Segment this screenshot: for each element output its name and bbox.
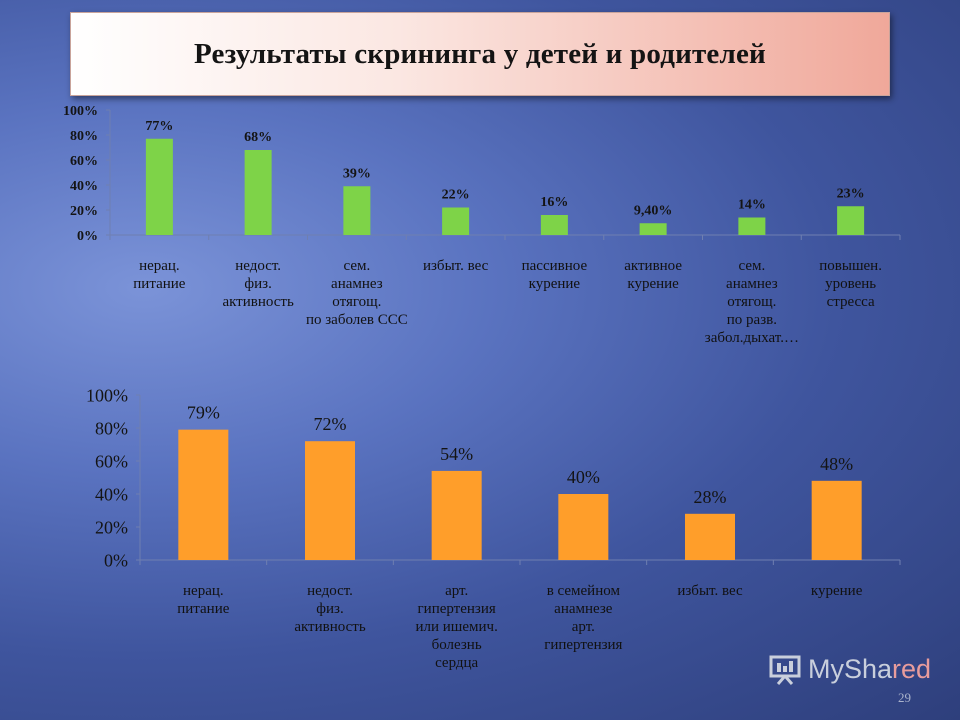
data-label: 14% xyxy=(738,198,766,213)
bar xyxy=(442,207,470,235)
data-label: 9,40% xyxy=(634,203,673,218)
bar xyxy=(431,470,482,560)
bar xyxy=(244,150,272,235)
y-tick-label: 20% xyxy=(95,517,128,537)
category-label: сем. анамнез отягощ. по заболев ССС xyxy=(305,258,408,328)
data-label: 28% xyxy=(694,487,727,507)
y-tick-label: 60% xyxy=(95,451,128,471)
category-label: арт. гипертензия или ишемич. болезнь сер… xyxy=(415,583,498,671)
y-tick-label: 40% xyxy=(95,484,128,504)
y-tick-label: 60% xyxy=(70,154,98,169)
data-label: 16% xyxy=(540,195,568,210)
data-label: 68% xyxy=(244,130,272,145)
bar xyxy=(837,206,865,235)
slide-title: Результаты скрининга у детей и родителей xyxy=(194,37,766,70)
category-label: недост. физ. активность xyxy=(294,583,366,635)
y-tick-label: 0% xyxy=(104,550,128,570)
watermark-text: MySha xyxy=(808,653,893,684)
bar xyxy=(639,223,667,235)
category-label: курение xyxy=(810,583,863,599)
bar xyxy=(811,480,862,560)
data-label: 48% xyxy=(820,454,853,474)
category-label: сем. анамнез отягощ. по разв. забол.дыха… xyxy=(704,258,799,346)
data-label: 40% xyxy=(567,467,600,487)
bar xyxy=(145,138,173,235)
bar xyxy=(540,215,568,235)
y-tick-label: 20% xyxy=(70,204,98,219)
category-label: нерац. питание xyxy=(133,258,186,292)
category-label: повышен. уровень стресса xyxy=(819,258,882,310)
category-label: недост. физ. активность xyxy=(222,258,294,310)
data-label: 39% xyxy=(343,166,371,181)
data-label: 72% xyxy=(314,414,347,434)
category-label: в семейном анамнезе арт. гипертензия xyxy=(544,583,623,653)
y-tick-label: 80% xyxy=(70,129,98,144)
bar xyxy=(738,217,766,235)
bar xyxy=(305,441,355,560)
bar xyxy=(558,494,609,560)
category-label: активное курение xyxy=(624,258,683,292)
category-label: нерац. питание xyxy=(177,583,230,617)
y-tick-label: 40% xyxy=(70,179,98,194)
bar xyxy=(343,186,371,235)
data-label: 77% xyxy=(145,119,173,134)
y-tick-label: 80% xyxy=(95,418,128,438)
presentation-icon xyxy=(769,655,801,685)
watermark-text-tail: red xyxy=(892,653,932,684)
title-box: Результаты скрининга у детей и родителей xyxy=(70,12,890,96)
y-tick-label: 100% xyxy=(63,104,98,119)
page-number: 29 xyxy=(898,690,911,705)
category-label: избыт. вес xyxy=(677,583,743,599)
bar xyxy=(685,513,735,560)
category-label: избыт. вес xyxy=(422,258,489,274)
data-label: 79% xyxy=(187,403,220,423)
data-label: 23% xyxy=(837,186,865,201)
category-label: пассивное курение xyxy=(521,258,588,292)
data-label: 22% xyxy=(442,188,470,203)
bar xyxy=(178,429,229,560)
y-tick-label: 100% xyxy=(86,385,128,405)
y-tick-label: 0% xyxy=(77,229,98,244)
data-label: 54% xyxy=(440,444,473,464)
watermark-logo: MySha red xyxy=(768,652,931,686)
